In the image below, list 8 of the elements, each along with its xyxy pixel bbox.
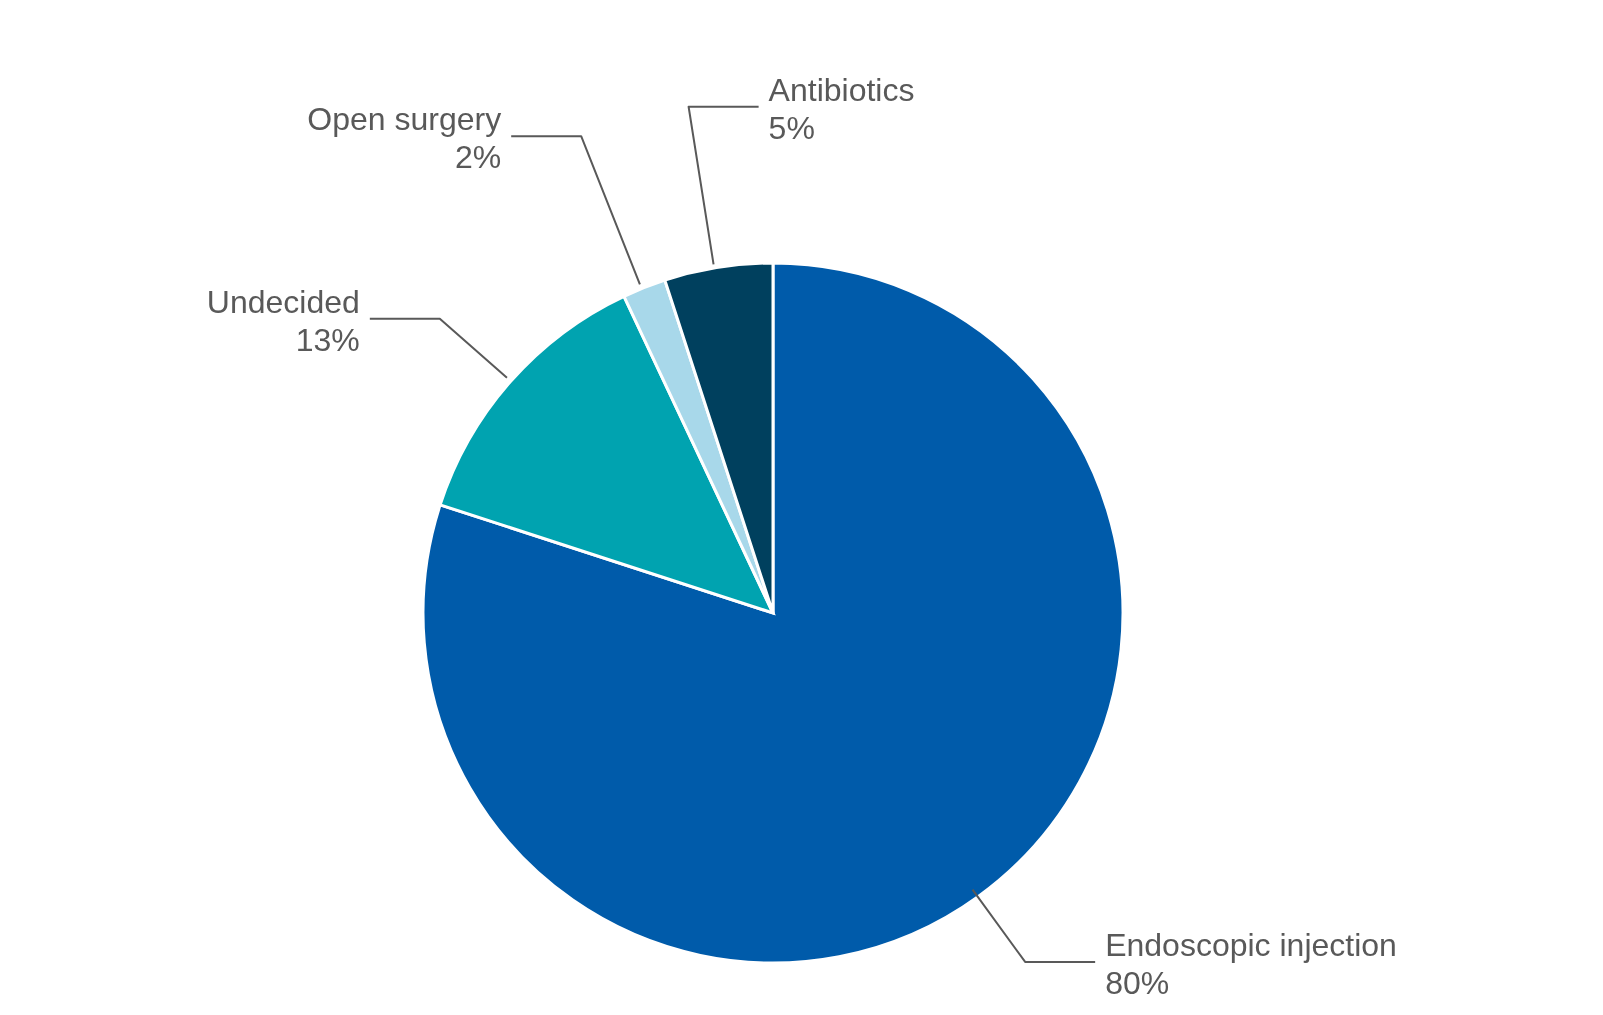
- data-label: 80%: [1105, 964, 1170, 1001]
- slice-label: Antibiotics: [768, 71, 915, 108]
- data-label: 13%: [295, 321, 360, 358]
- slice-label: Undecided: [206, 283, 360, 320]
- slice-label: Endoscopic injection: [1105, 926, 1397, 963]
- data-label: 5%: [768, 109, 815, 146]
- data-label: 2%: [454, 139, 502, 176]
- slice-label: Open surgery: [307, 101, 502, 138]
